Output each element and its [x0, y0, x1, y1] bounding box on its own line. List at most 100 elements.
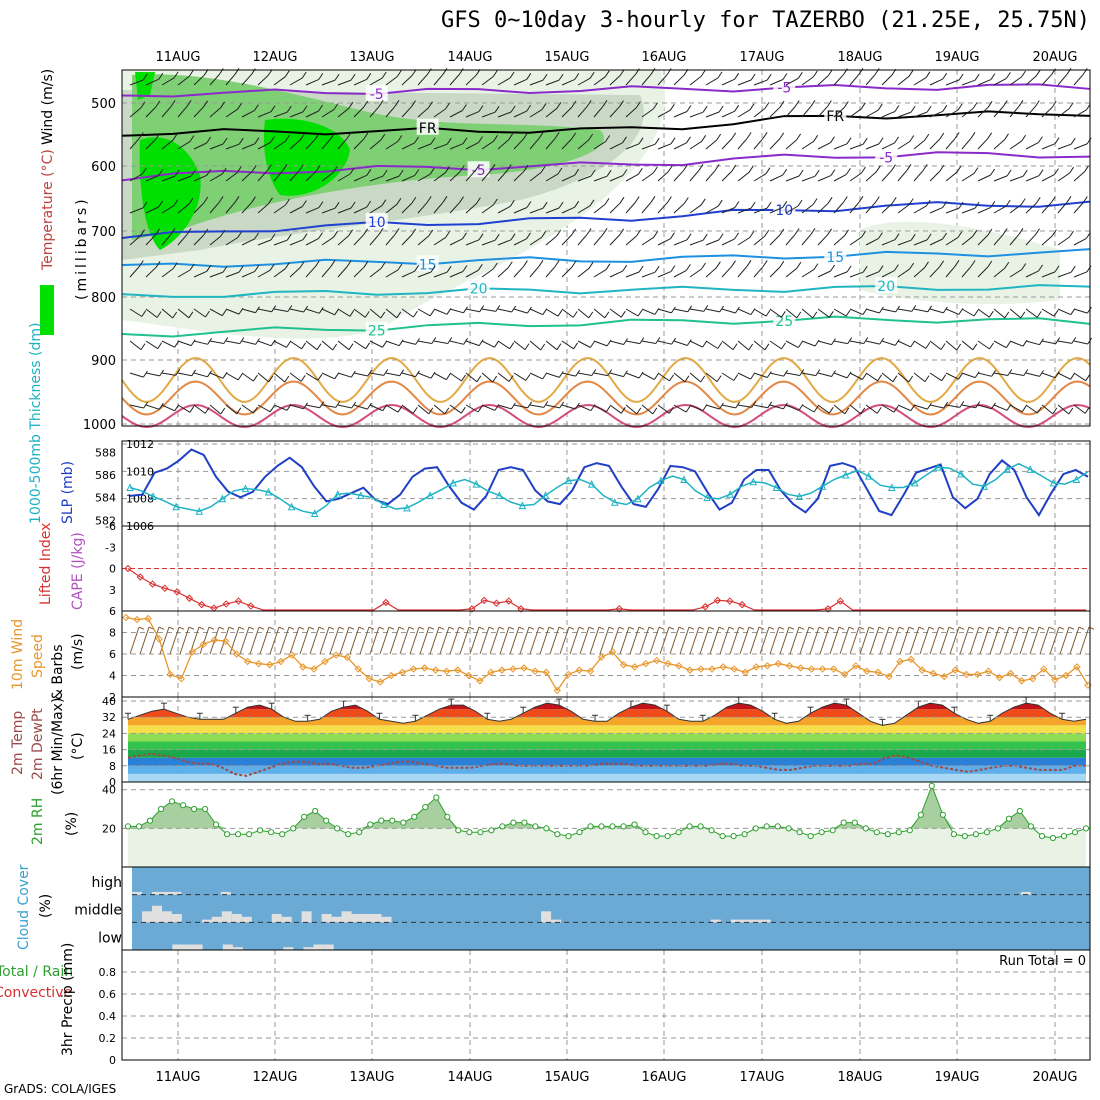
- wind-barb: [737, 340, 750, 351]
- ylabel-millibars: (millibars): [74, 196, 90, 300]
- wind-barb: [449, 340, 464, 345]
- slp-frame: [121, 440, 1091, 527]
- wind-barb: [769, 206, 784, 214]
- wind10m-barb: [799, 626, 810, 655]
- wind10m-barb-flag: [818, 626, 825, 630]
- wind-speed-marker: [641, 659, 650, 668]
- wind-barb: [289, 77, 303, 86]
- wind-barb: [353, 308, 366, 318]
- rh-marker: [135, 823, 143, 830]
- wind-barb-flag: [524, 343, 530, 350]
- wind-barb-flag: [653, 373, 659, 380]
- isotherm-label: 10: [368, 215, 386, 231]
- wind-barb: [625, 74, 636, 86]
- wind-speed-marker: [951, 666, 960, 674]
- isotherm-label: FR: [419, 121, 437, 137]
- wind10m-barb-flag: [338, 626, 345, 630]
- wind-barb: [657, 404, 670, 414]
- wind-barb: [593, 340, 608, 347]
- wind-barb: [497, 308, 512, 313]
- pressure-tick-label: 600: [91, 160, 116, 175]
- rh-marker: [609, 823, 616, 830]
- wind-barb-flag: [779, 260, 785, 268]
- wind-barb-flag: [894, 233, 900, 240]
- wind-barb: [1041, 235, 1053, 246]
- rh-marker: [268, 829, 275, 836]
- wind-barb-flag: [478, 136, 483, 143]
- wind-barb-flag: [589, 199, 595, 207]
- wind-barb-flag: [1020, 198, 1026, 205]
- wind-barb: [193, 404, 206, 414]
- wind-barb: [129, 79, 144, 86]
- wind-barb: [481, 111, 496, 118]
- cloud-bar: [220, 891, 231, 895]
- thickness-marker: [541, 491, 550, 499]
- thickness-marker: [264, 487, 273, 496]
- wind-barb-flag: [1068, 102, 1074, 109]
- wind-barb: [561, 266, 573, 278]
- isotherm-label: -5: [472, 163, 486, 179]
- wind-barb: [1041, 271, 1056, 278]
- wind-barb: [305, 78, 320, 86]
- wind-barb-flag: [652, 102, 658, 110]
- ylabel-2m-rh: 2m RH: [30, 798, 46, 845]
- wind-barb-flag: [702, 340, 708, 348]
- ylabel-convective: Convective: [0, 985, 72, 1001]
- wind-barb: [225, 237, 239, 246]
- temp-tick-label: 40: [102, 695, 116, 708]
- precip-tick-label: 0.4: [99, 1010, 117, 1023]
- wind10m-barb: [699, 626, 710, 655]
- wind10m-barb-flag: [878, 626, 885, 630]
- wind-barb-flag: [794, 100, 800, 107]
- wind-barb: [529, 236, 542, 246]
- rh-marker: [851, 819, 858, 826]
- wind-barb-flag: [831, 338, 836, 345]
- wind-barb: [273, 239, 288, 246]
- wind-barb-flag: [396, 70, 402, 77]
- wind-barb: [609, 270, 623, 278]
- wind-barb-flag: [301, 71, 307, 79]
- isotherm-label-bg: [875, 148, 898, 165]
- wind-barb-flag: [571, 260, 577, 268]
- wind-barb-flag: [318, 104, 324, 112]
- wind-barb: [241, 238, 255, 246]
- wind10m-barb: [439, 626, 450, 655]
- wind-barb: [673, 372, 686, 383]
- wind-barb: [865, 238, 879, 246]
- wind10m-barb-flag: [938, 626, 945, 630]
- wind-barb: [833, 308, 847, 317]
- thickness-tick-label: 586: [95, 469, 116, 482]
- wind-barb-flag: [1035, 197, 1041, 204]
- wind-barb-flag: [205, 310, 210, 318]
- wind-barb: [241, 110, 255, 118]
- wind-barb: [737, 171, 750, 182]
- pressure-tick-label: 700: [91, 225, 116, 240]
- wind10m-barb-flag: [598, 626, 605, 630]
- wind-barb: [897, 75, 910, 86]
- wind10m-barb: [349, 626, 360, 655]
- wind-barb: [545, 404, 560, 409]
- wind-barb-flag: [300, 375, 306, 382]
- thickness-marker: [1026, 465, 1035, 473]
- wind-speed-marker: [741, 668, 749, 676]
- wind10m-barb: [469, 626, 480, 655]
- wind-barb: [785, 404, 800, 411]
- wind-barb-flag: [686, 233, 692, 241]
- wind-barb-flag: [636, 229, 642, 237]
- thickness-marker: [564, 476, 573, 485]
- wind-barb: [897, 308, 912, 312]
- wind-barb: [1057, 108, 1070, 118]
- rh-marker: [785, 825, 792, 832]
- rh-marker: [620, 823, 627, 830]
- wind-barb: [977, 106, 989, 118]
- wind-barb-flag: [506, 164, 512, 171]
- wind-barb: [433, 308, 448, 315]
- wind-barb: [545, 138, 556, 150]
- temp-ylabel-3: (6hr Min/Max): [50, 698, 66, 795]
- wind-barb-flag: [670, 306, 676, 314]
- wind-barb-flag: [158, 169, 164, 176]
- wind-barb-flag: [796, 261, 802, 269]
- wind-barb: [369, 308, 382, 319]
- wind-speed-marker: [686, 666, 694, 674]
- wind-barb-flag: [140, 101, 146, 109]
